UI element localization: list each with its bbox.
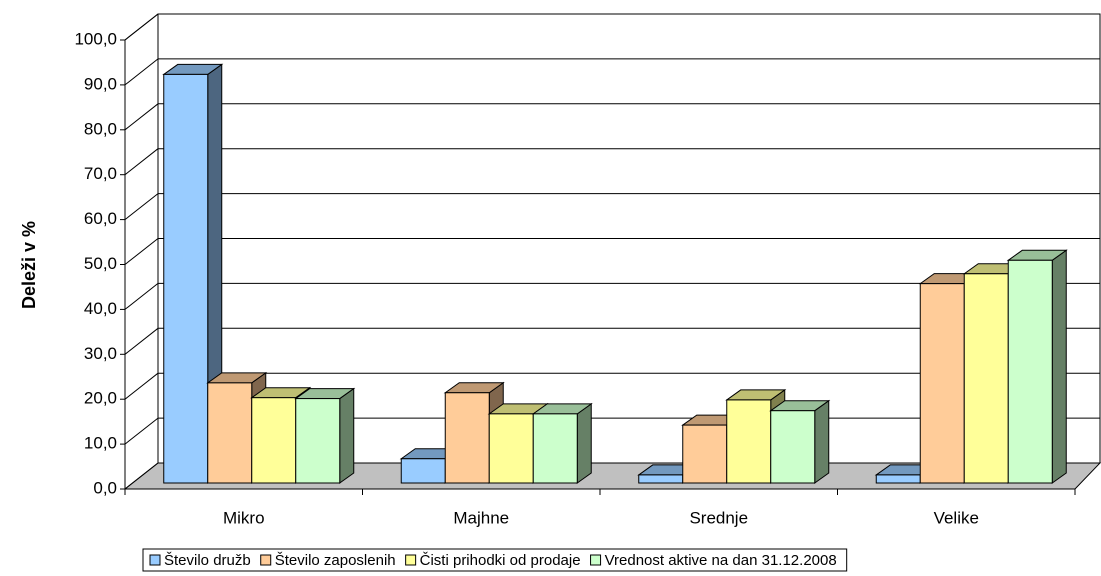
bar xyxy=(919,283,965,484)
grid-line xyxy=(124,327,159,355)
bar xyxy=(488,413,534,484)
bar xyxy=(875,474,921,484)
x-tick-label: Majhne xyxy=(453,508,509,527)
bar-side xyxy=(814,399,830,484)
y-tick-label: 10,0 xyxy=(84,434,117,453)
grid-line xyxy=(124,417,159,445)
bar xyxy=(726,399,772,484)
y-tick-label: 0,0 xyxy=(93,478,117,497)
legend-swatch xyxy=(149,554,161,566)
y-axis-label: Deleži v % xyxy=(19,221,39,309)
bar xyxy=(682,424,728,484)
bar xyxy=(251,397,297,484)
bar xyxy=(400,458,446,484)
bar xyxy=(1007,259,1053,484)
y-tick-label: 70,0 xyxy=(84,164,117,183)
y-tick-label: 90,0 xyxy=(84,74,117,93)
legend-label: Število zaposlenih xyxy=(275,552,396,569)
bar xyxy=(163,73,209,484)
grid-line xyxy=(124,193,159,220)
bar xyxy=(638,474,684,484)
grid-line xyxy=(124,103,159,131)
bar xyxy=(207,382,253,484)
x-tick-label: Srednje xyxy=(689,508,748,527)
bar xyxy=(532,413,578,484)
grid-line xyxy=(124,372,159,400)
grid-line xyxy=(124,13,159,41)
bar xyxy=(295,398,341,484)
bar-side xyxy=(576,402,592,484)
grid-line xyxy=(124,462,159,490)
bar xyxy=(963,273,1009,484)
y-tick-label: 20,0 xyxy=(84,389,117,408)
y-tick-label: 30,0 xyxy=(84,344,117,363)
x-tick-label: Mikro xyxy=(223,508,265,527)
bar-side xyxy=(1051,249,1067,484)
grid-line xyxy=(124,238,159,265)
x-tick-label: Velike xyxy=(934,508,979,527)
bar-side xyxy=(339,387,355,484)
grid-line xyxy=(124,283,159,310)
legend-swatch xyxy=(590,554,602,566)
legend-swatch xyxy=(405,554,417,566)
bar xyxy=(770,410,816,484)
bar xyxy=(444,392,490,484)
legend-label: Čisti prihodki od prodaje xyxy=(420,552,581,569)
y-tick-label: 60,0 xyxy=(84,209,117,228)
legend-box xyxy=(142,548,848,572)
legend-label: Število družb xyxy=(164,552,251,569)
legend-swatch xyxy=(260,554,272,566)
y-tick-label: 100,0 xyxy=(74,29,117,48)
y-tick-label: 80,0 xyxy=(84,119,117,138)
y-tick-label: 40,0 xyxy=(84,299,117,318)
y-tick-label: 50,0 xyxy=(84,254,117,273)
legend-label: Vrednost aktive na dan 31.12.2008 xyxy=(605,552,837,569)
grid-line xyxy=(124,58,159,86)
grid-line xyxy=(124,148,159,176)
